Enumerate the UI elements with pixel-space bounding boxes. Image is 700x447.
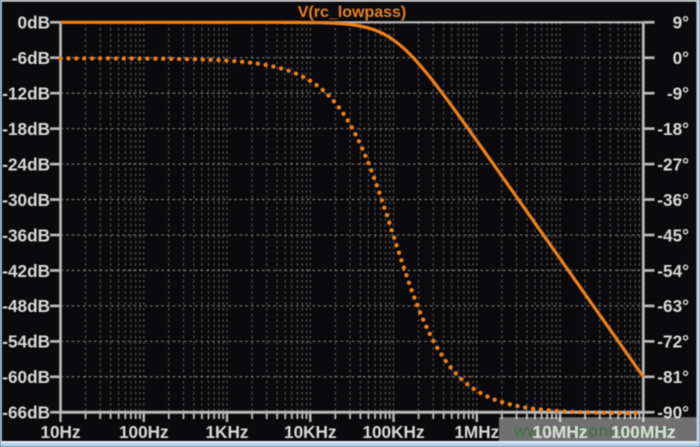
svg-text:9°: 9° — [673, 13, 690, 33]
svg-text:1KHz: 1KHz — [206, 422, 249, 442]
svg-text:0°: 0° — [673, 48, 690, 68]
svg-text:-24dB: -24dB — [2, 154, 50, 174]
svg-text:-42dB: -42dB — [2, 261, 50, 281]
svg-text:-27°: -27° — [657, 154, 689, 174]
svg-text:V(rc_lowpass): V(rc_lowpass) — [298, 4, 406, 21]
svg-text:-18°: -18° — [657, 119, 689, 139]
svg-text:1MHz: 1MHz — [454, 422, 499, 442]
svg-text:-36dB: -36dB — [2, 225, 50, 245]
svg-text:-81°: -81° — [657, 367, 689, 387]
svg-text:-63°: -63° — [657, 296, 689, 316]
svg-text:10MHz: 10MHz — [532, 422, 588, 442]
svg-text:10Hz: 10Hz — [40, 422, 80, 442]
svg-text:100Hz: 100Hz — [119, 422, 169, 442]
svg-text:-90°: -90° — [657, 403, 689, 423]
svg-text:0dB: 0dB — [18, 13, 50, 33]
svg-text:-9°: -9° — [667, 84, 689, 104]
svg-text:-12dB: -12dB — [2, 84, 50, 104]
svg-text:-60dB: -60dB — [2, 367, 50, 387]
svg-text:100MHz: 100MHz — [611, 422, 676, 442]
svg-text:-6dB: -6dB — [12, 48, 50, 68]
svg-text:-54dB: -54dB — [2, 332, 50, 352]
svg-text:-18dB: -18dB — [2, 119, 50, 139]
svg-text:100MHz: 100MHz — [611, 422, 675, 442]
svg-text:www.sztronics.com: www.sztronics.com — [513, 422, 672, 441]
svg-text:100KHz: 100KHz — [362, 422, 424, 442]
svg-text:-66dB: -66dB — [2, 403, 50, 423]
svg-text:-54°: -54° — [657, 261, 689, 281]
svg-text:-36°: -36° — [657, 190, 689, 210]
svg-text:10KHz: 10KHz — [284, 422, 337, 442]
svg-text:-45°: -45° — [657, 225, 689, 245]
svg-text:-30dB: -30dB — [2, 190, 50, 210]
svg-text:-72°: -72° — [657, 332, 689, 352]
svg-text:10MHz: 10MHz — [533, 422, 587, 442]
svg-text:-48dB: -48dB — [2, 296, 50, 316]
